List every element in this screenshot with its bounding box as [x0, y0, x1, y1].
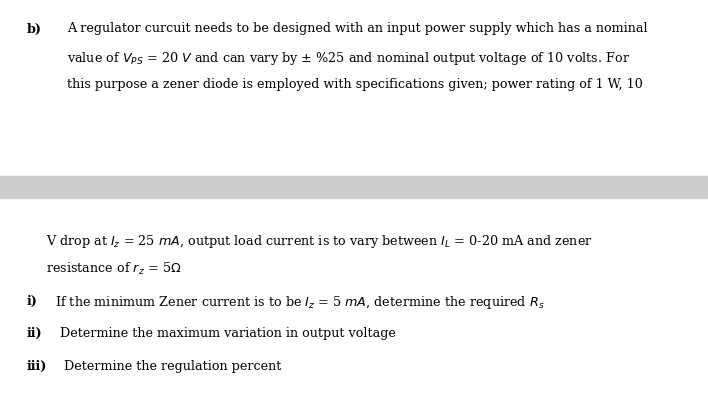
- Text: ii): ii): [27, 327, 42, 340]
- Text: i): i): [27, 294, 38, 308]
- Text: Determine the regulation percent: Determine the regulation percent: [64, 360, 282, 373]
- Bar: [0, 176, 708, 198]
- Text: If the minimum Zener current is to be $I_z$ = 5 $mA$, determine the required $R_: If the minimum Zener current is to be $I…: [47, 294, 545, 312]
- Text: Determine the maximum variation in output voltage: Determine the maximum variation in outpu…: [56, 327, 396, 340]
- Text: V drop at $I_z$ = 25 $mA$, output load current is to vary between $I_L$ = 0-20 m: V drop at $I_z$ = 25 $mA$, output load c…: [42, 233, 593, 250]
- Text: value of $V_{PS}$ = 20 $V$ and can vary by $\pm$ %25 and nominal output voltage : value of $V_{PS}$ = 20 $V$ and can vary …: [67, 50, 630, 67]
- Text: resistance of $r_z$ = 5$\Omega$: resistance of $r_z$ = 5$\Omega$: [42, 261, 182, 277]
- Text: iii): iii): [27, 360, 47, 373]
- Text: this purpose a zener diode is employed with specifications given; power rating o: this purpose a zener diode is employed w…: [67, 78, 643, 91]
- Text: b): b): [27, 22, 42, 36]
- Text: A regulator curcuit needs to be designed with an input power supply which has a : A regulator curcuit needs to be designed…: [67, 22, 648, 36]
